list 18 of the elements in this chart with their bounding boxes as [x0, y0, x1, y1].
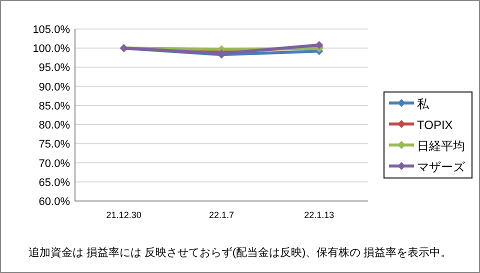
y-tick-label: 80.0% [38, 120, 70, 132]
y-tick-label: 70.0% [38, 158, 70, 170]
legend-label: 日経平均 [417, 139, 465, 153]
legend-label: 私 [417, 97, 430, 111]
legend-label: マザーズ [417, 160, 466, 174]
y-tick-label: 100.0% [32, 43, 70, 56]
y-tick-label: 85.0% [38, 100, 70, 112]
x-tick-label: 22.1.7 [208, 210, 234, 220]
y-tick-label: 60.0% [38, 196, 70, 208]
y-tick-label: 90.0% [38, 81, 70, 94]
x-tick-label: 22.1.13 [304, 210, 334, 220]
x-tick-label: 21.12.30 [106, 210, 142, 220]
y-tick-label: 95.0% [38, 62, 70, 74]
y-tick-label: 105.0% [32, 24, 70, 36]
y-tick-label: 75.0% [38, 138, 70, 151]
y-tick-label: 65.0% [38, 176, 70, 189]
text: 追加資金は 損益率には 反映させておらず(配当金は反映)、保有株の 損益率を表示中。 [28, 246, 452, 259]
legend-label: TOPIX [417, 118, 453, 132]
